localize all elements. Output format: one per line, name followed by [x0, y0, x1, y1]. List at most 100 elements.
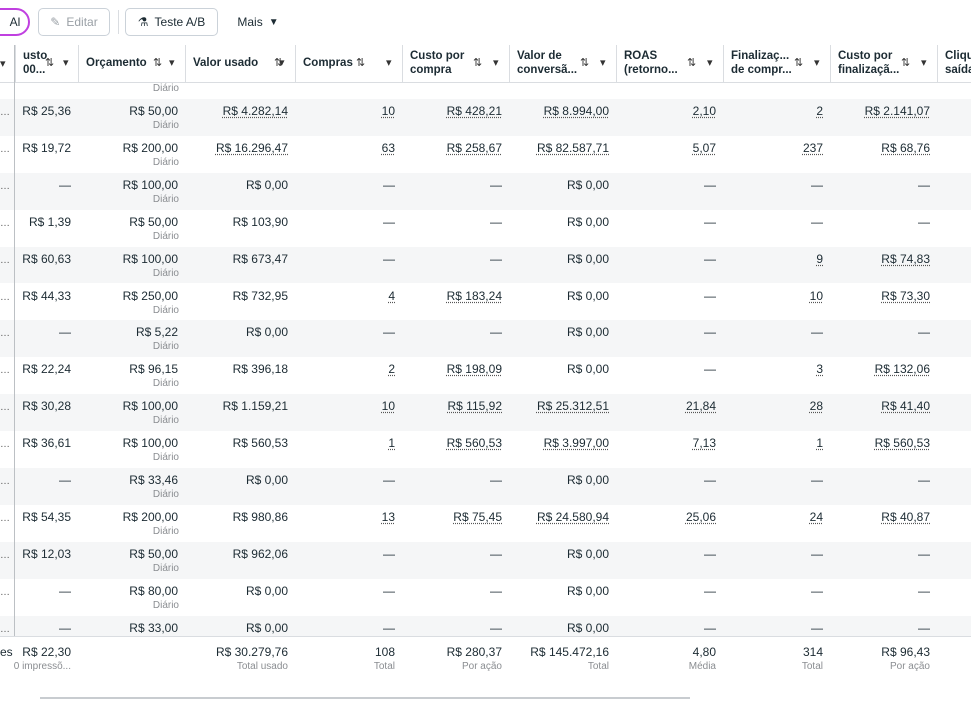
- table-cell: R$ 44,33: [22, 288, 71, 303]
- table-cell[interactable]: R$ 258,67: [446, 140, 502, 155]
- table-cell[interactable]: 2: [388, 362, 395, 377]
- table-cell[interactable]: R$ 428,21: [446, 104, 502, 118]
- caret: ▾: [0, 58, 6, 70]
- column-header[interactable]: saída: [945, 64, 971, 76]
- column-header[interactable]: Valor de: [517, 50, 562, 62]
- column-divider: [616, 45, 617, 82]
- table-cell: R$ 80,00: [129, 583, 178, 598]
- column-header[interactable]: Orçamento: [86, 57, 147, 69]
- table-cell: R$ 12,03: [22, 546, 71, 561]
- row-ellipsis: …: [0, 328, 10, 340]
- sort-icon: ⇅: [153, 57, 163, 69]
- table-cell: —: [704, 473, 716, 487]
- table-cell[interactable]: 7,13: [692, 436, 716, 451]
- table-cell[interactable]: R$ 560,53: [446, 436, 502, 451]
- pencil-icon: ✎: [50, 15, 61, 29]
- table-cell: R$ 100,00: [122, 251, 178, 266]
- table-cell[interactable]: 237: [802, 140, 823, 155]
- table-cell[interactable]: 4: [388, 288, 395, 303]
- table-cell[interactable]: R$ 183,24: [446, 288, 502, 303]
- table-cell[interactable]: 5,07: [692, 140, 716, 155]
- table-cell[interactable]: 1: [816, 436, 823, 451]
- table-cell[interactable]: R$ 73,30: [881, 288, 930, 303]
- table-cell[interactable]: R$ 198,09: [446, 362, 502, 377]
- table-cell: —: [383, 251, 395, 266]
- table-cell[interactable]: R$ 74,83: [881, 251, 930, 266]
- label: Teste A/B: [154, 15, 206, 29]
- table-cell[interactable]: R$ 8.994,00: [543, 104, 609, 118]
- table-cell: R$ 5,22: [135, 325, 178, 340]
- table-cell[interactable]: R$ 115,92: [447, 399, 503, 414]
- table-cell[interactable]: 10: [381, 104, 395, 118]
- table-cell[interactable]: 3: [816, 362, 823, 377]
- table-cell: R$ 100,00: [122, 177, 178, 192]
- table-cell[interactable]: 63: [381, 140, 395, 155]
- table-cell[interactable]: 28: [809, 399, 823, 414]
- table-cell: —: [490, 214, 502, 229]
- table-cell[interactable]: R$ 82.587,71: [536, 140, 609, 155]
- table-cell[interactable]: R$ 40,87: [881, 509, 930, 524]
- period: Diário: [152, 341, 179, 353]
- column-header[interactable]: compra: [410, 64, 452, 76]
- total-note: Média: [688, 661, 716, 672]
- total-value: R$ 280,37: [446, 645, 502, 659]
- table-cell[interactable]: R$ 2.141,07: [864, 104, 930, 118]
- column-header[interactable]: usto: [23, 50, 48, 62]
- table-cell: R$ 0,00: [245, 620, 288, 635]
- table-cell[interactable]: 2: [816, 104, 823, 118]
- ab-test-button[interactable]: ⚗ Teste A/B: [125, 8, 218, 36]
- table-cell: —: [704, 251, 716, 266]
- table-cell: R$ 36,61: [22, 436, 71, 451]
- edit-button[interactable]: ✎ Editar: [38, 8, 110, 36]
- column-header[interactable]: 00...: [23, 64, 46, 76]
- total-note: Total: [373, 661, 395, 672]
- table-cell: —: [704, 546, 716, 561]
- table-cell[interactable]: R$ 16.296,47: [215, 140, 288, 155]
- table-cell[interactable]: 9: [816, 251, 823, 266]
- period: Diário: [152, 230, 179, 242]
- table-cell[interactable]: R$ 75,45: [453, 509, 502, 524]
- table-cell: —: [490, 251, 502, 266]
- column-header[interactable]: Compras: [303, 57, 353, 69]
- table-cell[interactable]: R$ 4.282,14: [222, 104, 288, 118]
- cut-button[interactable]: Al: [0, 8, 30, 36]
- table-cell[interactable]: 25,06: [685, 509, 716, 524]
- column-header[interactable]: Finalizaç...: [731, 50, 790, 62]
- table-cell[interactable]: R$ 41,40: [881, 399, 930, 414]
- table-cell[interactable]: 13: [381, 509, 395, 524]
- table-cell: R$ 962,06: [232, 546, 288, 561]
- column-header[interactable]: Custo por: [838, 50, 893, 62]
- column-header[interactable]: Custo por: [410, 50, 465, 62]
- row-ellipsis: …: [0, 439, 10, 451]
- row-ellipsis: …: [0, 586, 10, 598]
- column-header[interactable]: Valor usado: [193, 57, 259, 69]
- table-cell[interactable]: 21,84: [685, 399, 716, 414]
- column-header[interactable]: ROAS: [624, 50, 658, 62]
- table-cell[interactable]: 2,10: [692, 104, 716, 118]
- table-cell[interactable]: 10: [809, 288, 823, 303]
- column-header[interactable]: conversã...: [517, 64, 578, 76]
- table-cell[interactable]: R$ 560,53: [874, 436, 930, 451]
- dropdown-icon: ▾: [63, 57, 69, 69]
- table-cell[interactable]: R$ 24.580,94: [536, 509, 609, 524]
- table-cell: R$ 0,00: [566, 288, 609, 303]
- period: Diário: [152, 415, 179, 427]
- total-value: R$ 30.279,76: [215, 645, 288, 659]
- column-header[interactable]: finalizaçã...: [838, 64, 900, 76]
- table-cell[interactable]: R$ 25.312,51: [536, 399, 609, 414]
- column-header[interactable]: de compr...: [731, 64, 792, 76]
- table-cell[interactable]: R$ 132,06: [874, 362, 930, 377]
- table-cell: —: [383, 325, 395, 340]
- table-cell[interactable]: 10: [381, 399, 395, 414]
- column-header[interactable]: (retorno...: [624, 64, 678, 76]
- table-cell: —: [383, 620, 395, 635]
- column-header[interactable]: Cliqu: [945, 50, 971, 62]
- more-button[interactable]: Mais ▼: [228, 8, 288, 36]
- table-cell[interactable]: 1: [388, 436, 395, 451]
- total-note: 0 impressõ...: [13, 661, 71, 672]
- table-cell: R$ 0,00: [245, 473, 288, 487]
- table-cell[interactable]: R$ 68,76: [881, 140, 930, 155]
- table-cell[interactable]: 24: [809, 509, 823, 524]
- table-cell: —: [704, 620, 716, 635]
- table-cell[interactable]: R$ 3.997,00: [543, 436, 609, 451]
